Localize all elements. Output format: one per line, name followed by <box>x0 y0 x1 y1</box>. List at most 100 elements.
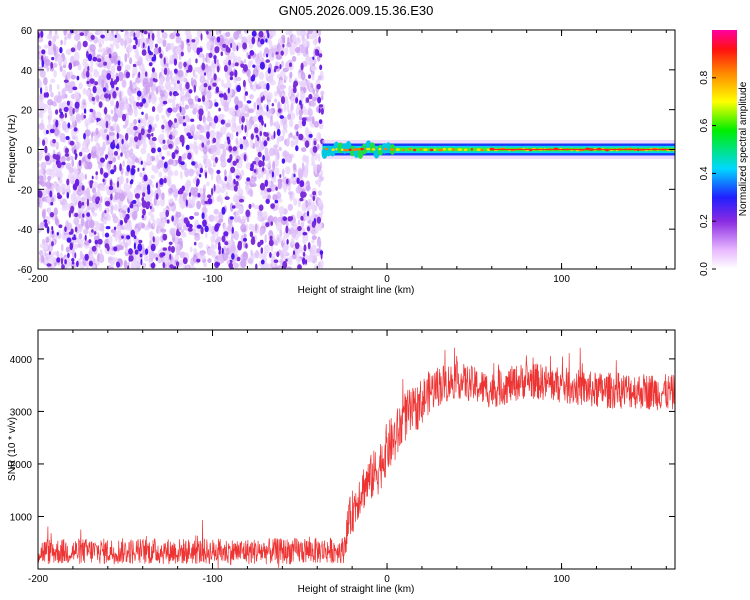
noise-cell <box>225 31 231 37</box>
noise-peak <box>173 58 178 66</box>
noise-cell <box>149 231 154 240</box>
noise-peak <box>142 42 145 48</box>
noise-cell <box>108 266 115 269</box>
noise-cell <box>92 264 96 269</box>
noise-cell <box>318 30 322 37</box>
noise-cell <box>175 211 182 218</box>
noise-peak <box>316 49 320 57</box>
noise-cell <box>126 151 130 161</box>
noise-cell <box>124 64 131 71</box>
noise-cell <box>117 154 121 160</box>
noise-peak <box>120 152 123 157</box>
noise-peak <box>251 30 257 37</box>
noise-cell <box>105 184 110 193</box>
noise-peak <box>244 91 248 96</box>
noise-cell <box>296 231 302 237</box>
noise-cell <box>283 247 287 257</box>
noise-peak <box>176 80 180 84</box>
noise-peak <box>141 49 147 56</box>
spectrogram-x-axis-label: Height of straight line (km) <box>298 285 415 296</box>
noise-peak <box>66 178 70 186</box>
noise-cell <box>210 243 215 249</box>
noise-peak <box>295 145 299 152</box>
noise-peak <box>88 152 92 160</box>
noise-cell <box>65 48 72 56</box>
noise-peak <box>250 75 256 82</box>
noise-cell <box>287 203 293 211</box>
noise-cell <box>271 266 278 269</box>
noise-peak <box>103 172 109 179</box>
noise-peak <box>56 257 61 263</box>
noise-cell <box>124 30 129 36</box>
noise-cell <box>206 124 211 131</box>
noise-cell <box>86 91 90 97</box>
noise-peak <box>188 64 193 73</box>
noise-peak <box>183 217 189 224</box>
noise-peak <box>52 153 57 159</box>
noise-cell <box>307 201 312 207</box>
signal-peak <box>413 148 417 152</box>
noise-peak <box>69 242 74 251</box>
noise-cell <box>260 190 265 196</box>
noise-cell <box>39 243 45 248</box>
noise-cell <box>159 97 163 108</box>
noise-cell <box>78 82 83 90</box>
noise-cell <box>90 137 94 142</box>
snr-frame <box>37 329 676 570</box>
noise-cell <box>137 123 143 129</box>
noise-peak <box>182 122 187 127</box>
noise-peak <box>280 50 285 56</box>
noise-cell <box>296 210 301 220</box>
noise-peak <box>51 230 54 235</box>
noise-cell <box>277 101 281 110</box>
noise-peak <box>292 87 297 94</box>
noise-cell <box>320 210 324 215</box>
noise-cell <box>101 79 105 89</box>
noise-cell <box>156 161 162 169</box>
noise-cell <box>262 194 269 200</box>
noise-peak <box>154 43 158 48</box>
noise-cell <box>181 217 184 223</box>
signal-peak <box>438 148 444 152</box>
noise-peak <box>168 241 173 245</box>
noise-peak <box>88 260 93 267</box>
noise-peak <box>159 179 163 185</box>
noise-peak <box>74 101 80 109</box>
noise-peak <box>297 264 302 269</box>
noise-peak <box>52 139 56 144</box>
noise-cell <box>167 98 173 104</box>
noise-cell <box>134 228 139 236</box>
noise-peak <box>220 51 224 57</box>
noise-cell <box>169 55 173 65</box>
noise-peak <box>262 154 265 162</box>
noise-cell <box>97 38 102 45</box>
signal-peak <box>335 147 338 151</box>
noise-peak <box>129 180 133 185</box>
noise-cell <box>61 243 64 252</box>
noise-cell <box>199 125 205 134</box>
noise-peak <box>91 245 97 252</box>
noise-cell <box>309 87 313 93</box>
noise-cell <box>203 120 207 130</box>
noise-peak <box>248 203 252 210</box>
noise-cell <box>300 30 304 38</box>
noise-peak <box>150 243 156 252</box>
noise-cell <box>247 60 252 69</box>
noise-cell <box>158 171 163 178</box>
noise-cell <box>156 217 161 227</box>
noise-cell <box>288 255 293 266</box>
noise-cell <box>268 30 275 36</box>
noise-cell <box>265 155 271 161</box>
x-tick-label: -100 <box>203 574 223 585</box>
noise-peak <box>169 253 172 260</box>
noise-cell <box>47 51 54 55</box>
noise-cell <box>185 188 190 193</box>
noise-cell <box>207 71 213 80</box>
noise-cell <box>146 155 152 165</box>
noise-peak <box>311 220 316 228</box>
noise-cell <box>309 253 314 263</box>
noise-cell <box>52 162 58 172</box>
noise-peak <box>214 102 219 107</box>
noise-peak <box>266 188 272 193</box>
noise-cell <box>222 148 227 158</box>
